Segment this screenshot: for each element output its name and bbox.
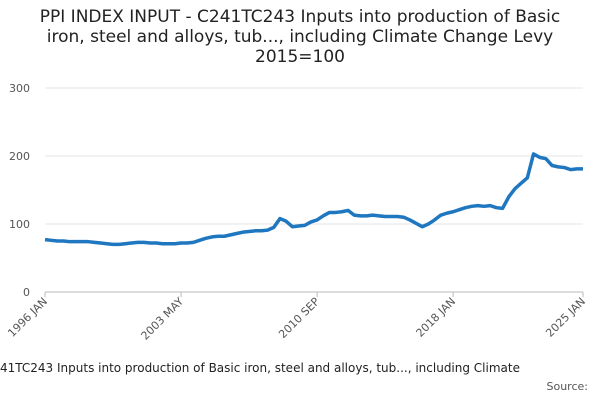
caption: 41TC243 Inputs into production of Basic … <box>0 361 520 375</box>
source: Source: <box>547 380 589 393</box>
x-tick-label: 1996 JAN <box>5 295 50 340</box>
y-tick-label: 300 <box>9 82 30 95</box>
x-tick-label: 2010 SEP <box>276 295 322 341</box>
x-tick-label: 2018 JAN <box>414 295 459 340</box>
x-tick-label: 2025 JAN <box>543 295 588 340</box>
y-tick-label: 0 <box>23 286 30 299</box>
y-tick-label: 200 <box>9 150 30 163</box>
data-line <box>44 152 583 247</box>
chart-title: PPI INDEX INPUT - C241TC243 Inputs into … <box>40 7 560 67</box>
y-tick-label: 100 <box>9 218 30 231</box>
x-tick-label: 2003 MAY <box>139 295 187 343</box>
